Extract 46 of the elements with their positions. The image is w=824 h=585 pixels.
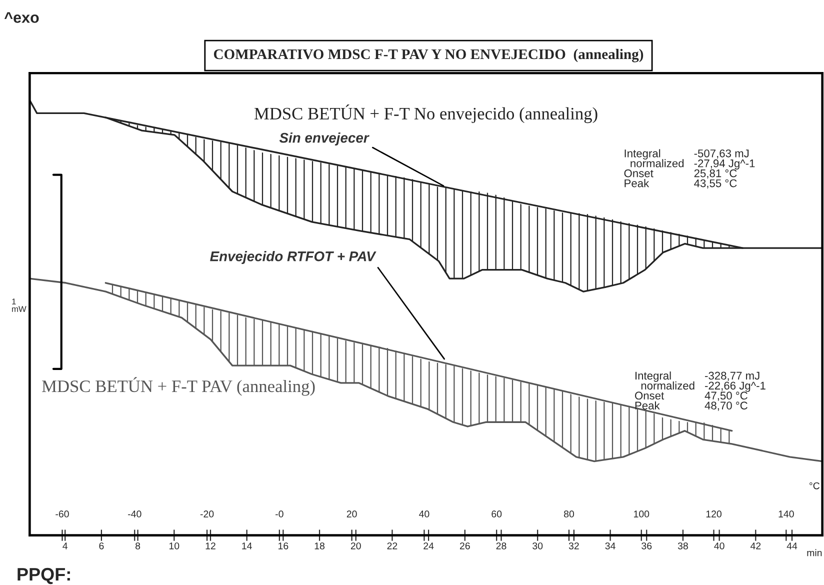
x2-tick-label: 14 [242, 542, 252, 550]
x2-tick-label: 10 [169, 542, 180, 550]
x2-tick-label: 18 [314, 542, 324, 550]
series-label: MDSC BETÚN + F-T PAV (annealing) [42, 377, 315, 396]
x2-tick-label: 6 [99, 542, 104, 550]
x2-tick-label: 16 [278, 542, 288, 550]
x2-tick-label: 22 [387, 542, 398, 550]
chart-title: COMPARATIVO MDSC F-T PAV Y NO ENVEJECIDO (annealing) [214, 48, 644, 62]
annotation: Sin envejecer [279, 132, 370, 146]
x-tick-label: -20 [200, 510, 214, 518]
text: MDSC BETÚN + F-T No envejecido (annealing) [254, 104, 598, 124]
x-tick-label: -0 [276, 510, 284, 518]
x-tick-label: 100 [634, 510, 650, 518]
x2-tick-label: 34 [605, 542, 616, 550]
annotation: -328,77 mJ -22,66 Jg^-1 47,50 °C 48,70 °C [704, 372, 766, 411]
x-tick-label: -60 [56, 510, 69, 518]
x2-tick-label: 36 [642, 542, 652, 550]
x-tick-label: 120 [706, 510, 722, 518]
x2-tick-label: 42 [750, 542, 761, 550]
x2-tick-label: 32 [568, 542, 579, 550]
text: PPQF: [18, 568, 70, 584]
annotation: Integral normalized Onset Peak [624, 149, 684, 188]
x-axis-title: °C [810, 482, 820, 490]
annotation: -507,63 mJ -27,94 Jg^-1 25,81 °C 43,55 °C [694, 149, 755, 189]
x2-tick-label: 26 [460, 542, 470, 550]
text: ^exo [4, 12, 39, 23]
annotation: Envejecido RTFOT + PAV [210, 251, 376, 264]
x-tick-label: 20 [346, 510, 357, 518]
x2-axis-title: min [807, 549, 822, 556]
x2-tick-label: 24 [424, 542, 434, 550]
x2-tick-label: 20 [350, 542, 361, 550]
x2-tick-label: 4 [62, 542, 68, 550]
x-tick-label: 140 [778, 510, 794, 518]
x2-tick-label: 28 [496, 542, 506, 550]
x-tick-label: 80 [564, 510, 574, 518]
annotation: Integral normalized Onset Peak [635, 371, 694, 410]
x-tick-label: -40 [128, 510, 142, 518]
text: 1 mW [12, 298, 26, 312]
x2-tick-label: 12 [206, 542, 216, 550]
x2-tick-label: 38 [678, 542, 688, 550]
x2-tick-label: 44 [786, 542, 798, 550]
x2-tick-label: 30 [532, 542, 543, 550]
x2-tick-label: 40 [714, 542, 724, 550]
x-tick-label: 40 [419, 510, 430, 518]
x-tick-label: 60 [492, 510, 502, 518]
x2-tick-label: 8 [136, 542, 140, 550]
